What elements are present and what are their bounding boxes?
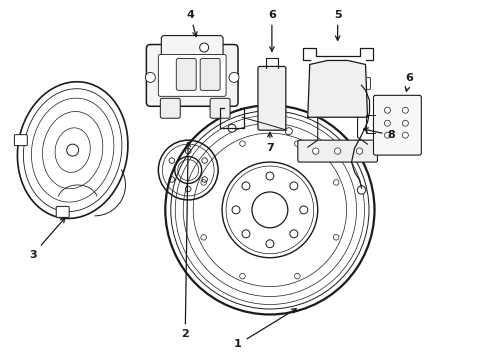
FancyBboxPatch shape [161, 36, 223, 58]
Text: 4: 4 [186, 10, 197, 36]
Text: 3: 3 [29, 218, 65, 260]
FancyBboxPatch shape [258, 67, 285, 130]
FancyBboxPatch shape [160, 98, 180, 118]
Circle shape [145, 72, 155, 82]
FancyBboxPatch shape [200, 58, 220, 90]
Text: 6: 6 [267, 10, 275, 51]
FancyBboxPatch shape [146, 45, 238, 106]
Circle shape [384, 132, 389, 138]
FancyBboxPatch shape [297, 140, 377, 162]
Text: 8: 8 [363, 128, 394, 140]
Text: 1: 1 [234, 309, 296, 349]
FancyBboxPatch shape [158, 54, 225, 96]
FancyBboxPatch shape [373, 95, 421, 155]
Text: 2: 2 [181, 142, 190, 339]
Text: 6: 6 [405, 73, 412, 91]
Circle shape [357, 186, 365, 194]
Circle shape [227, 124, 236, 132]
Circle shape [384, 120, 389, 126]
Circle shape [285, 128, 292, 135]
Text: 5: 5 [333, 10, 341, 40]
Circle shape [312, 148, 318, 154]
FancyBboxPatch shape [354, 77, 370, 89]
Polygon shape [307, 60, 367, 117]
Circle shape [199, 43, 208, 52]
Circle shape [402, 132, 407, 138]
Circle shape [334, 148, 340, 154]
FancyBboxPatch shape [56, 206, 69, 217]
Circle shape [402, 107, 407, 113]
FancyBboxPatch shape [210, 98, 229, 118]
FancyBboxPatch shape [14, 135, 27, 146]
Circle shape [356, 148, 362, 154]
Circle shape [384, 107, 389, 113]
Circle shape [402, 120, 407, 126]
FancyBboxPatch shape [176, 58, 196, 90]
Circle shape [228, 72, 239, 82]
Text: 7: 7 [265, 132, 273, 153]
